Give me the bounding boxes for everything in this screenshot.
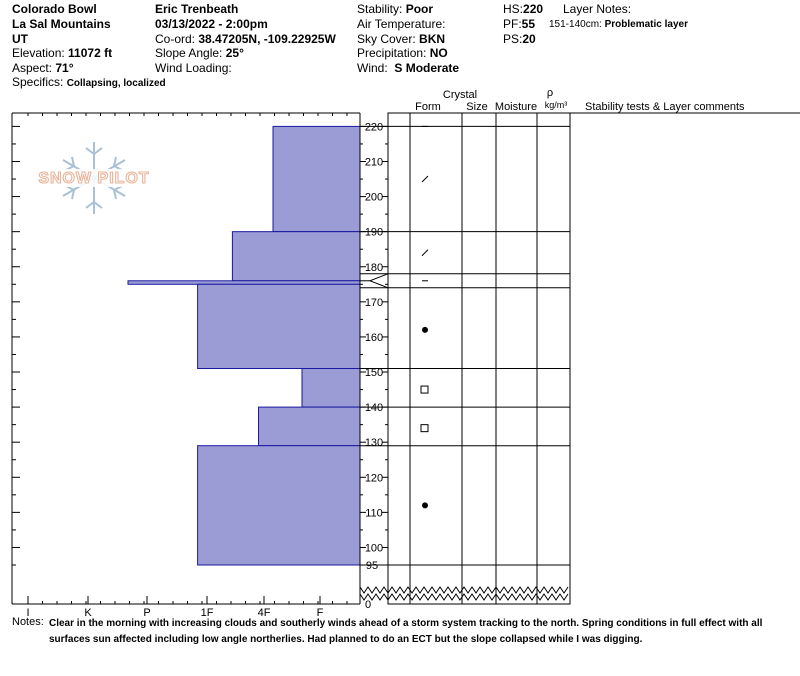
depth-tick-label: 220 [365, 121, 383, 133]
hardness-layer-bar [258, 406, 361, 447]
density-unit: kg/m³ [545, 100, 568, 110]
elevation-value: 11072 ft [68, 46, 113, 60]
crystal-table-frame [387, 112, 571, 605]
depth-tick-label: 130 [365, 437, 383, 449]
elevation: Elevation: 11072 ft [12, 46, 112, 61]
depth-tick-label: 110 [365, 507, 383, 519]
hs-label: HS: [503, 2, 524, 16]
depth-tick-label: 190 [365, 227, 383, 239]
wind-value: S Moderate [394, 61, 460, 75]
depth-tick-label: 200 [365, 192, 383, 204]
datetime: 03/13/2022 - 2:00pm [155, 17, 268, 31]
sky-label: Sky Cover: [357, 32, 416, 46]
stability-label: Stability: [357, 2, 403, 16]
density-symbol: ρ [547, 87, 553, 99]
snowpilot-logo: SNOW PILOT [34, 140, 154, 216]
thin-layer-wedge [368, 273, 389, 289]
precip-label: Precipitation: [357, 46, 427, 60]
stability: Stability: Poor [357, 2, 433, 17]
layer-note-range: 151-140cm: [549, 19, 602, 30]
slope-angle: Slope Angle: 25° [155, 46, 244, 61]
depth-tick-label: 160 [365, 332, 383, 344]
depth-tick-label: 210 [365, 156, 383, 168]
grain-form-rounded [422, 502, 428, 509]
sky-value: BKN [419, 32, 446, 46]
layer-note-text: Problematic layer [604, 19, 688, 30]
hardness-layer-bar [127, 280, 361, 285]
notes-label: Notes: [12, 616, 44, 628]
observer: Eric Trenbeath [155, 2, 239, 16]
hardness-tick-label: 1F [201, 607, 214, 619]
state: UT [12, 32, 28, 46]
depth-tick-label: 180 [365, 262, 383, 274]
hardness-tick-label: F [317, 607, 324, 619]
ps: PS:20 [503, 32, 536, 47]
comments-header: Stability tests & Layer comments [585, 101, 745, 113]
depth-tick-label: 100 [365, 542, 383, 554]
specifics-label: Specifics: [12, 75, 64, 89]
aspect-value: 71° [55, 61, 74, 75]
depth-tick-label: 140 [365, 402, 383, 414]
axis-break-zigzag [359, 586, 569, 594]
grain-form-new-snow [421, 249, 429, 257]
hs: HS:220 [503, 2, 543, 17]
elevation-label: Elevation: [12, 46, 65, 60]
pf: PF:55 [503, 17, 535, 32]
grain-form-new-snow [421, 175, 429, 183]
grain-form-faceted [420, 424, 429, 433]
pf-label: PF: [503, 17, 522, 31]
hardness-tick-label: P [143, 607, 150, 619]
layer-notes-label: Layer Notes: [563, 2, 632, 16]
moisture-header: Moisture [495, 101, 537, 113]
pf-value: 55 [521, 17, 536, 31]
slope-value: 25° [225, 46, 244, 60]
hardness-layer-bar [272, 125, 361, 233]
coordinates: Co-ord: 38.47205N, -109.22925W [155, 32, 336, 47]
specifics: Specifics: Collapsing, localized [12, 75, 166, 91]
aspect-label: Aspect: [12, 61, 53, 75]
hardness-tick-label: I [26, 607, 29, 619]
slope-label: Slope Angle: [155, 46, 223, 60]
form-header: Form [415, 101, 441, 113]
grain-form-rounded [422, 326, 428, 333]
hardness-tick-label: 4F [258, 607, 271, 619]
aspect: Aspect: 71° [12, 61, 74, 76]
mountain-range: La Sal Mountains [12, 17, 111, 31]
wind: Wind: S Moderate [357, 61, 459, 76]
axis-break-zigzag [359, 593, 569, 601]
grain-form-faceted [420, 385, 429, 394]
hardness-layer-bar [197, 283, 361, 370]
hardness-layer-bar [197, 445, 361, 566]
logo-text: SNOW PILOT [38, 170, 149, 187]
wind-label: Wind: [357, 61, 388, 75]
depth-tick-label: 170 [365, 297, 383, 309]
layer-note: 151-140cm: Problematic layer [549, 17, 688, 32]
sky-cover: Sky Cover: BKN [357, 32, 445, 47]
depth-zero-label: 0 [365, 599, 371, 611]
depth-tick-label: 120 [365, 472, 383, 484]
ps-value: 20 [522, 32, 536, 46]
size-header: Size [466, 101, 487, 113]
specifics-value: Collapsing, localized [66, 78, 166, 89]
location-name: Colorado Bowl [12, 2, 97, 16]
hs-value: 220 [523, 2, 544, 16]
precipitation: Precipitation: NO [357, 46, 448, 61]
stability-value: Poor [405, 2, 434, 16]
ps-label: PS: [503, 32, 523, 46]
depth-tick-label: 95 [366, 560, 378, 572]
depth-tick-label: 150 [365, 367, 383, 379]
hardness-layer-bar [231, 231, 361, 282]
air-temperature: Air Temperature: [357, 17, 446, 31]
hardness-layer-bar [301, 368, 361, 408]
coord-value: 38.47205N, -109.22925W [198, 32, 336, 46]
crystal-header: Crystal [443, 89, 477, 101]
notes-text: Clear in the morning with increasing clo… [49, 618, 763, 645]
wind-loading: Wind Loading: [155, 61, 232, 75]
precip-value: NO [429, 46, 448, 60]
hardness-tick-label: K [84, 607, 92, 619]
snowflake-icon: SNOW PILOT [34, 142, 154, 214]
coord-label: Co-ord: [155, 32, 196, 46]
